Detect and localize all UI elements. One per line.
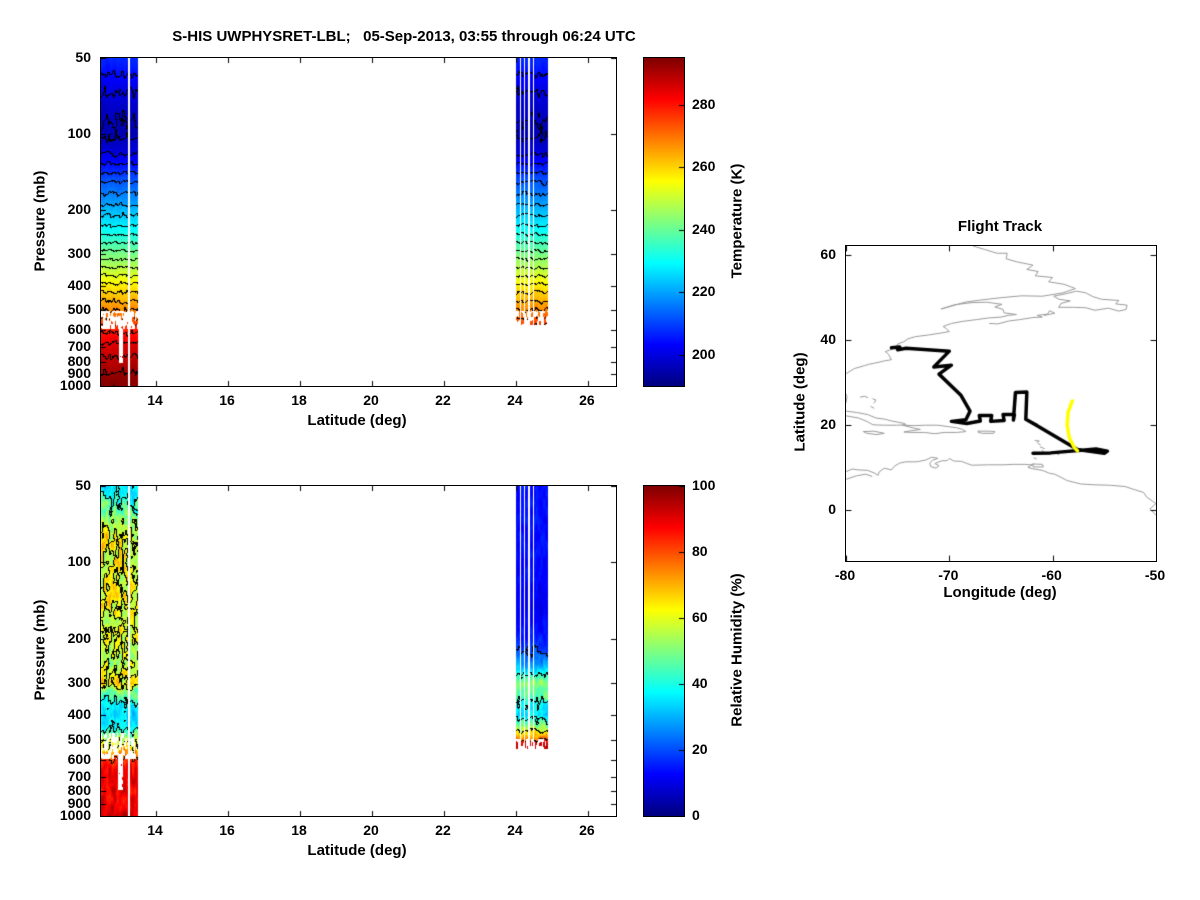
map-y-tick-label: 0 [828, 500, 836, 517]
y-tick-label: 1000 [59, 377, 91, 393]
humidity-ylabel: Pressure (mb) [31, 599, 49, 701]
map-title: Flight Track [957, 218, 1043, 235]
temperature-cross-section-axes [100, 57, 617, 387]
temperature-heatmap-canvas [101, 58, 616, 386]
y-tick-label: 800 [67, 352, 91, 369]
colorbar-tick-label: 240 [692, 220, 716, 237]
humidity-colorbar-canvas [644, 486, 684, 816]
x-tick-label: 20 [363, 392, 379, 408]
y-tick-label: 800 [67, 782, 91, 799]
colorbar-tick-label: 200 [692, 345, 716, 362]
colorbar-tick-label: 220 [692, 283, 716, 300]
y-tick-label: 100 [67, 553, 91, 570]
map-x-tick-label: -60 [1041, 567, 1062, 583]
y-tick-label: 500 [67, 730, 91, 747]
colorbar-tick-label: 100 [692, 477, 716, 493]
y-tick-label: 700 [67, 767, 91, 784]
colorbar-tick-label: 20 [692, 741, 708, 757]
y-tick-label: 700 [67, 337, 91, 354]
y-tick-label: 200 [67, 200, 91, 217]
colorbar-tick-label: 260 [692, 158, 716, 175]
figure-title: S-HIS UWPHYSRET-LBL; 05-Sep-2013, 03:55 … [172, 28, 636, 45]
map-y-tick-label: 60 [820, 245, 836, 262]
x-tick-label: 18 [291, 822, 307, 838]
x-tick-label: 14 [147, 392, 163, 408]
y-tick-label: 900 [67, 795, 91, 812]
y-tick-label: 500 [67, 301, 91, 318]
humidity-heatmap-canvas [101, 486, 616, 816]
humidity-xlabel: Latitude (deg) [307, 842, 407, 859]
map-y-tick-label: 20 [820, 415, 836, 432]
temperature-colorbar [643, 57, 685, 387]
colorbar-tick-label: 280 [692, 95, 716, 112]
y-tick-label: 900 [67, 365, 91, 382]
y-tick-label: 200 [67, 629, 91, 646]
flight-track-map-canvas [846, 246, 1156, 561]
map-x-tick-label: -50 [1144, 567, 1166, 583]
x-tick-label: 26 [579, 392, 595, 408]
colorbar-tick-label: 60 [692, 609, 708, 625]
humidity-colorbar [643, 485, 685, 817]
temperature-colorbar-canvas [644, 58, 684, 386]
y-tick-label: 600 [67, 750, 91, 767]
colorbar-tick-label: 0 [692, 807, 700, 823]
y-tick-label: 100 [67, 124, 91, 141]
x-tick-label: 22 [435, 392, 451, 408]
temperature-colorbar-label: Temperature (K) [728, 163, 746, 279]
y-tick-label: 400 [67, 276, 91, 293]
map-ylabel: Latitude (deg) [791, 352, 809, 452]
humidity-colorbar-label: Relative Humidity (%) [728, 573, 746, 727]
x-tick-label: 22 [435, 822, 451, 838]
x-tick-label: 16 [219, 392, 235, 408]
x-tick-label: 20 [363, 822, 379, 838]
y-tick-label: 300 [67, 245, 91, 262]
flight-track-map-axes [845, 245, 1157, 562]
y-tick-label: 50 [75, 477, 91, 493]
x-tick-label: 14 [147, 822, 163, 838]
colorbar-tick-label: 40 [692, 675, 708, 691]
y-tick-label: 1000 [59, 807, 91, 823]
x-tick-label: 26 [579, 822, 595, 838]
x-tick-label: 18 [291, 392, 307, 408]
temperature-ylabel: Pressure (mb) [31, 170, 49, 272]
colorbar-tick-label: 80 [692, 543, 708, 559]
x-tick-label: 16 [219, 822, 235, 838]
y-tick-label: 50 [75, 49, 91, 65]
temperature-xlabel: Latitude (deg) [307, 412, 407, 429]
humidity-cross-section-axes [100, 485, 617, 817]
map-x-tick-label: -80 [834, 567, 856, 583]
map-y-tick-label: 40 [820, 330, 836, 347]
y-tick-label: 300 [67, 674, 91, 691]
y-tick-label: 600 [67, 321, 91, 338]
map-x-tick-label: -70 [938, 567, 959, 583]
y-tick-label: 400 [67, 706, 91, 723]
x-tick-label: 24 [507, 392, 523, 408]
x-tick-label: 24 [507, 822, 523, 838]
map-xlabel: Longitude (deg) [943, 584, 1057, 601]
